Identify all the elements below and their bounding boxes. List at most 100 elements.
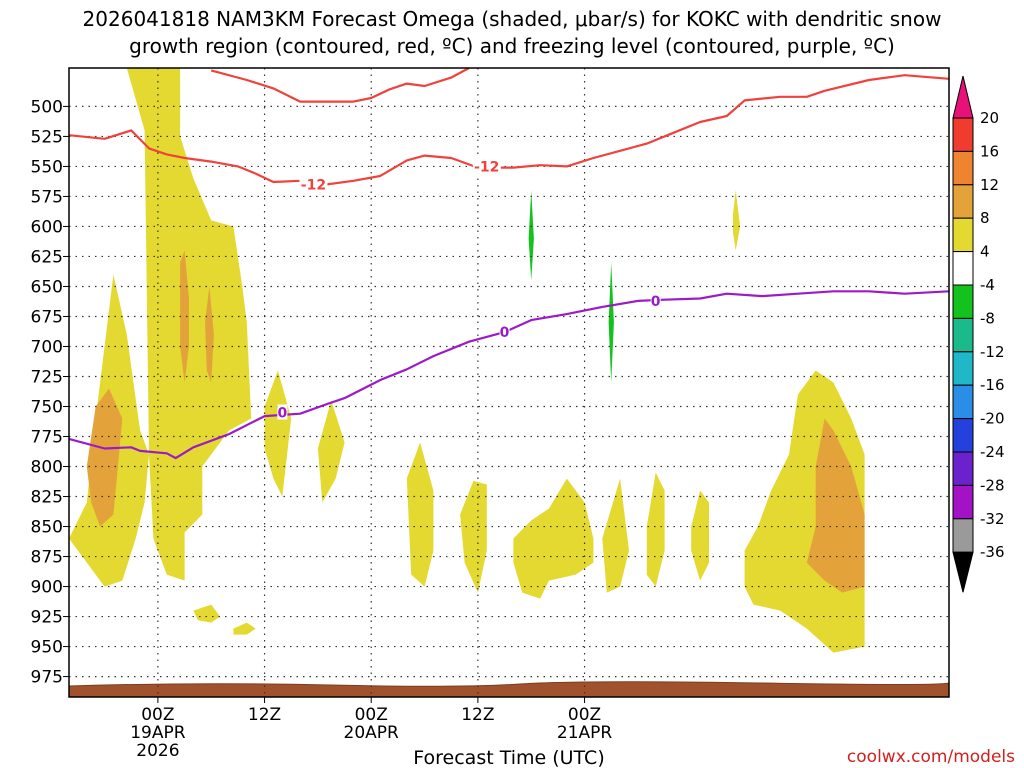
omega-region-12 xyxy=(193,604,221,623)
zero-label-2: 0 xyxy=(651,294,661,310)
omega-region-6 xyxy=(513,478,594,599)
colorbar-label: -24 xyxy=(980,443,1005,461)
colorbar-label: 8 xyxy=(980,209,990,227)
colorbar-label: -36 xyxy=(980,543,1005,561)
colorbar-segment-10 xyxy=(952,418,974,453)
plot-frame xyxy=(68,67,950,698)
pressure-tick-label: 525 xyxy=(31,127,63,147)
freezing-level-contour xyxy=(68,290,950,460)
pressure-tick-label: 500 xyxy=(31,97,63,117)
colorbar-segment-2 xyxy=(952,150,974,186)
pressure-tick-label: 875 xyxy=(31,548,63,568)
colorbar-label: -4 xyxy=(980,276,995,294)
colorbar-bottom-arrow xyxy=(952,551,974,593)
colorbar-segment-11 xyxy=(952,451,974,486)
colorbar-label: 12 xyxy=(980,176,999,194)
pressure-tick-label: 550 xyxy=(31,157,63,177)
colorbar-segment-1 xyxy=(952,117,974,152)
colorbar-label: -28 xyxy=(980,476,1005,494)
colorbar-segment-6 xyxy=(952,284,974,319)
omega-region-18 xyxy=(528,190,534,281)
pressure-tick-label: 925 xyxy=(31,608,63,628)
colorbar-label: -8 xyxy=(980,309,995,327)
pressure-tick-label: 625 xyxy=(31,247,63,267)
pressure-tick-label: 825 xyxy=(31,488,63,508)
pressure-tick-label: 950 xyxy=(31,638,63,658)
colorbar-label: 4 xyxy=(980,243,990,261)
omega-region-2 xyxy=(264,370,292,497)
pressure-tick-label: 700 xyxy=(31,337,63,357)
minus12-contour-upper xyxy=(68,74,950,187)
time-tick-date: 19APR xyxy=(130,723,186,743)
pressure-tick-label: 750 xyxy=(31,398,63,418)
omega-region-4 xyxy=(406,442,434,587)
colorbar: 20 16 12 8 4 -4 -8 -12 -16 -20 -24 -28 -32 -36 xyxy=(952,75,1005,593)
time-tick-label: 12Z xyxy=(461,705,494,725)
omega-region-19 xyxy=(608,262,614,383)
colorbar-label: -20 xyxy=(980,410,1005,428)
minus12-label-1-bg xyxy=(299,176,328,192)
zero-label-bg-0 xyxy=(277,404,288,420)
omega-region-14 xyxy=(86,388,123,527)
colorbar-label: 20 xyxy=(980,109,999,127)
minus12-label-1: -12 xyxy=(301,177,326,193)
pressure-tick-label: 850 xyxy=(31,518,63,538)
terrain-fill xyxy=(68,681,950,698)
zero-label-1: 0 xyxy=(500,325,510,341)
chart-title-line2: growth region (contoured, red, ºC) and f… xyxy=(129,34,895,58)
pressure-axis: 500 525 550 575 600 625 650 675 700 725 750 775 800 8… xyxy=(31,97,69,688)
colorbar-segment-8 xyxy=(952,351,974,386)
colorbar-segment-12 xyxy=(952,484,974,520)
pressure-tick-label: 900 xyxy=(31,578,63,598)
omega-region-11 xyxy=(733,190,741,251)
colorbar-segment-3 xyxy=(952,184,974,219)
minus12-contour-lower xyxy=(210,67,470,103)
colorbar-top-arrow xyxy=(952,75,974,119)
omega-region-5 xyxy=(460,480,487,593)
time-tick-year: 2026 xyxy=(136,741,179,761)
omega-region-15 xyxy=(180,250,189,383)
colorbar-label: -32 xyxy=(980,510,1005,528)
omega-region-9 xyxy=(691,490,709,581)
omega-region-3 xyxy=(317,400,345,503)
omega-region-17 xyxy=(806,418,865,593)
contour-lines: -12 -12 0 0 0 xyxy=(68,67,950,460)
colorbar-label: 16 xyxy=(980,142,999,160)
colorbar-segment-7 xyxy=(952,317,974,353)
colorbar-segment-9 xyxy=(952,384,974,420)
time-tick-label: 00Z xyxy=(568,705,601,725)
zero-label-bg-1 xyxy=(499,324,510,340)
omega-region-13 xyxy=(233,622,256,635)
time-tick-label: 12Z xyxy=(248,705,281,725)
zero-label-0: 0 xyxy=(277,406,287,422)
colorbar-segment-5 xyxy=(952,251,974,286)
ground-terrain xyxy=(68,681,950,698)
colorbar-label: -16 xyxy=(980,376,1005,394)
axes xyxy=(68,67,950,698)
time-tick-date: 20APR xyxy=(344,723,400,743)
colorbar-segment-4 xyxy=(952,217,974,253)
omega-region-8 xyxy=(646,472,665,587)
omega-region-16 xyxy=(205,286,214,383)
colorbar-segment-13 xyxy=(952,518,974,553)
pressure-tick-label: 725 xyxy=(31,367,63,387)
chart-title-line1: 2026041818 NAM3KM Forecast Omega (shaded… xyxy=(83,7,942,31)
omega-region-7 xyxy=(602,478,629,593)
pressure-tick-label: 775 xyxy=(31,428,63,448)
minus12-label-2-bg xyxy=(472,158,501,174)
pressure-tick-label: 675 xyxy=(31,307,63,327)
pressure-tick-label: 650 xyxy=(31,277,63,297)
colorbar-label: -12 xyxy=(980,343,1005,361)
x-axis-label: Forecast Time (UTC) xyxy=(413,747,604,768)
pressure-tick-label: 800 xyxy=(31,458,63,478)
zero-label-bg-2 xyxy=(650,292,661,308)
minus12-label-2: -12 xyxy=(474,159,499,175)
time-tick-label: 00Z xyxy=(355,705,388,725)
pressure-tick-label: 975 xyxy=(31,668,63,688)
time-tick-date: 21APR xyxy=(557,723,613,743)
pressure-tick-label: 600 xyxy=(31,217,63,237)
pressure-tick-label: 575 xyxy=(31,187,63,207)
time-tick-label: 00Z xyxy=(141,705,174,725)
